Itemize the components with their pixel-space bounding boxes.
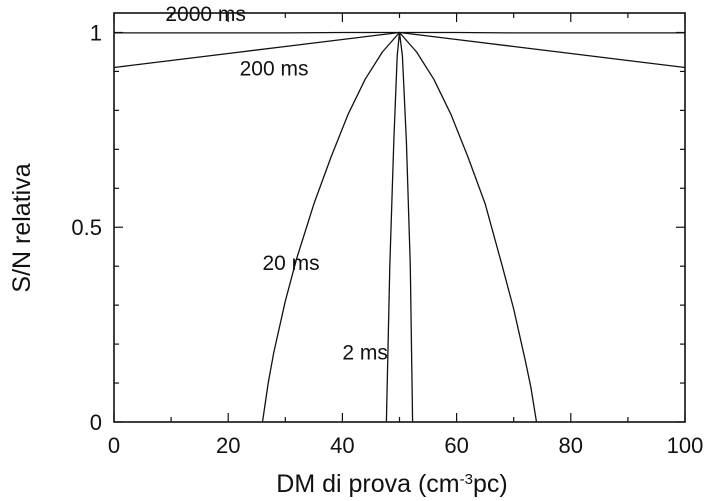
x-tick-label: 80 (559, 433, 583, 458)
x-tick-label: 20 (216, 433, 240, 458)
series-line-2-ms (385, 31, 414, 423)
curve-label: 200 ms (240, 57, 309, 80)
x-tick-label: 100 (667, 433, 704, 458)
x-tick-label: 40 (330, 433, 354, 458)
plot-area (113, 31, 686, 423)
x-axis-title-superscript: -3 (460, 471, 473, 488)
y-tick-label: 0 (90, 410, 102, 435)
x-axis-title-main: DM di prova (cm (276, 470, 459, 498)
curve-label: 2 ms (342, 342, 388, 365)
axes-layer (113, 12, 686, 423)
x-tick-label: 0 (108, 433, 120, 458)
y-tick-label: 1 (90, 20, 102, 45)
y-axis-title: S/N relativa (8, 163, 36, 292)
x-axis-title: DM di prova (cm-3pc) (276, 470, 507, 498)
y-tick-label: 0.5 (71, 215, 102, 240)
curve-label: 20 ms (262, 252, 319, 275)
x-tick-label: 60 (444, 433, 468, 458)
x-axis-title-tail: pc) (473, 470, 508, 498)
labels-layer: 0 20 40 60 80 100 0 0.5 1 2000 ms 200 ms 20 ms 2 ms (71, 3, 703, 458)
curve-label: 2000 ms (165, 3, 246, 26)
